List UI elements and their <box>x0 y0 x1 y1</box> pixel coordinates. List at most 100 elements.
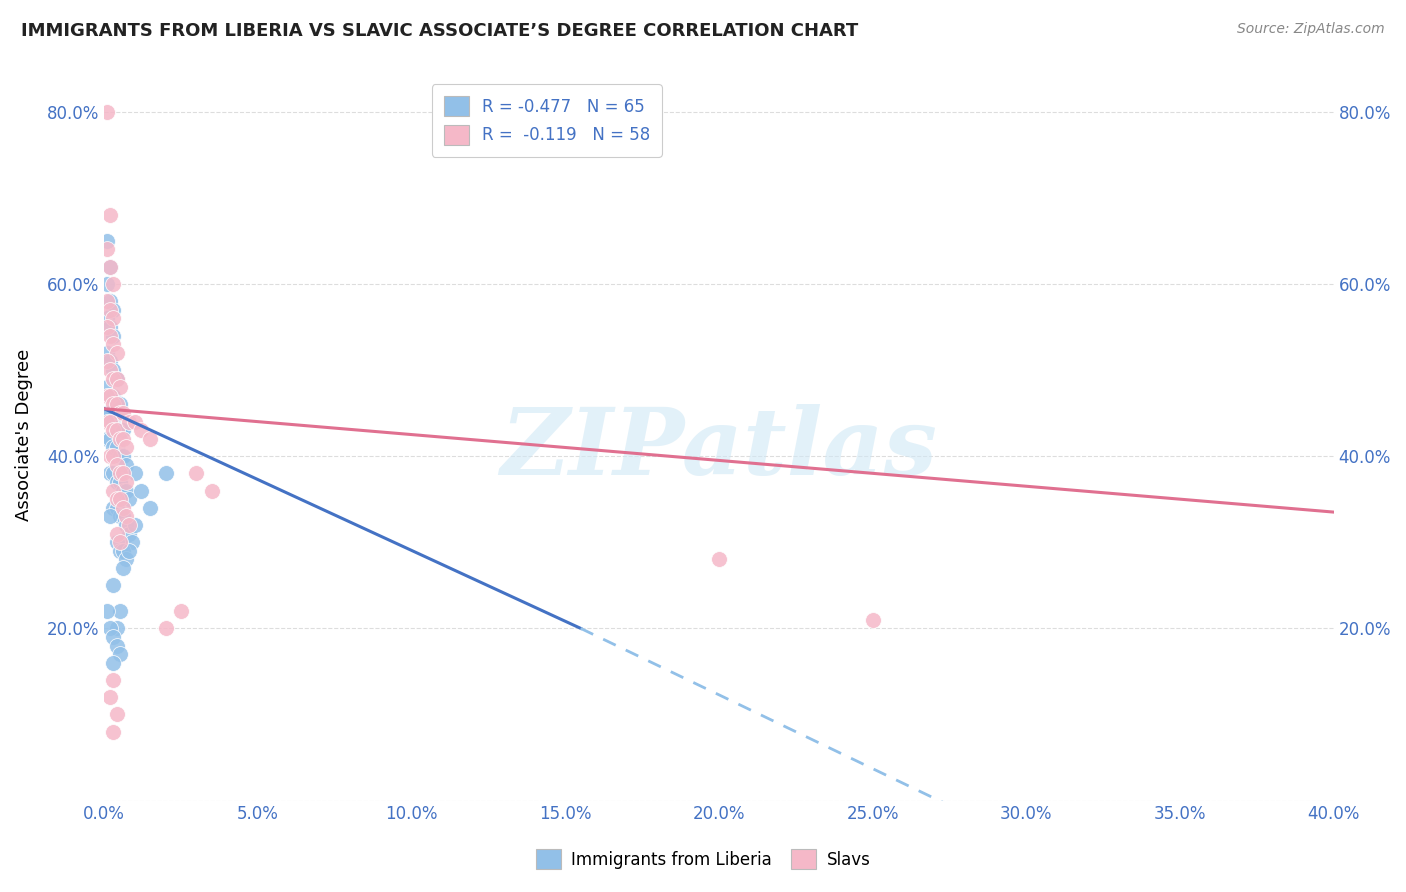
Point <box>114 458 136 472</box>
Point <box>100 415 122 429</box>
Point <box>103 467 125 481</box>
Point <box>155 467 177 481</box>
Point <box>105 492 128 507</box>
Point <box>103 724 125 739</box>
Point <box>155 621 177 635</box>
Point <box>103 328 125 343</box>
Point <box>118 492 141 507</box>
Point <box>111 500 134 515</box>
Point <box>105 707 128 722</box>
Point <box>201 483 224 498</box>
Point <box>96 604 118 618</box>
Point <box>124 415 146 429</box>
Point <box>103 371 125 385</box>
Point <box>108 380 131 394</box>
Point <box>100 509 122 524</box>
Point <box>103 311 125 326</box>
Point <box>96 389 118 403</box>
Point <box>118 518 141 533</box>
Point <box>108 544 131 558</box>
Point <box>96 319 118 334</box>
Point <box>100 449 122 463</box>
Point <box>96 243 118 257</box>
Point <box>96 294 118 309</box>
Point <box>108 449 131 463</box>
Point <box>103 277 125 291</box>
Text: ZIPatlas: ZIPatlas <box>501 404 938 494</box>
Point <box>111 406 134 420</box>
Point <box>96 354 118 368</box>
Point <box>103 397 125 411</box>
Point <box>108 423 131 437</box>
Point <box>129 483 152 498</box>
Point <box>108 647 131 661</box>
Point <box>96 104 118 119</box>
Point <box>862 613 884 627</box>
Point <box>129 423 152 437</box>
Point <box>103 389 125 403</box>
Point <box>707 552 730 566</box>
Point <box>111 483 134 498</box>
Point <box>103 500 125 515</box>
Point <box>103 630 125 644</box>
Point <box>108 432 131 446</box>
Point <box>105 639 128 653</box>
Point <box>96 406 118 420</box>
Point <box>96 311 118 326</box>
Point <box>108 397 131 411</box>
Point <box>100 363 122 377</box>
Point <box>114 483 136 498</box>
Point <box>96 432 118 446</box>
Point <box>111 449 134 463</box>
Point <box>100 406 122 420</box>
Point <box>124 467 146 481</box>
Point <box>114 509 136 524</box>
Point <box>170 604 193 618</box>
Point <box>111 544 134 558</box>
Point <box>108 475 131 489</box>
Legend: Immigrants from Liberia, Slavs: Immigrants from Liberia, Slavs <box>526 838 880 880</box>
Point <box>100 294 122 309</box>
Point <box>103 483 125 498</box>
Point <box>111 561 134 575</box>
Point <box>118 544 141 558</box>
Point <box>105 397 128 411</box>
Point <box>105 458 128 472</box>
Point <box>105 415 128 429</box>
Point <box>114 441 136 455</box>
Point <box>111 467 134 481</box>
Point <box>114 475 136 489</box>
Point <box>100 389 122 403</box>
Point <box>108 406 131 420</box>
Point <box>108 467 131 481</box>
Point <box>96 380 118 394</box>
Point <box>111 423 134 437</box>
Legend: R = -0.477   N = 65, R =  -0.119   N = 58: R = -0.477 N = 65, R = -0.119 N = 58 <box>432 84 662 156</box>
Y-axis label: Associate's Degree: Associate's Degree <box>15 349 32 521</box>
Point <box>118 526 141 541</box>
Point <box>105 535 128 549</box>
Point <box>105 441 128 455</box>
Point <box>121 535 143 549</box>
Point <box>114 552 136 566</box>
Point <box>118 415 141 429</box>
Point <box>100 260 122 274</box>
Point <box>108 535 131 549</box>
Point <box>114 518 136 533</box>
Point <box>96 345 118 359</box>
Point <box>100 328 122 343</box>
Point <box>105 500 128 515</box>
Point <box>103 337 125 351</box>
Point <box>103 302 125 317</box>
Point <box>96 277 118 291</box>
Point <box>100 302 122 317</box>
Point <box>105 475 128 489</box>
Point <box>105 345 128 359</box>
Point <box>100 354 122 368</box>
Point <box>108 492 131 507</box>
Point <box>139 500 162 515</box>
Point <box>103 423 125 437</box>
Point <box>100 389 122 403</box>
Point <box>100 260 122 274</box>
Point <box>105 397 128 411</box>
